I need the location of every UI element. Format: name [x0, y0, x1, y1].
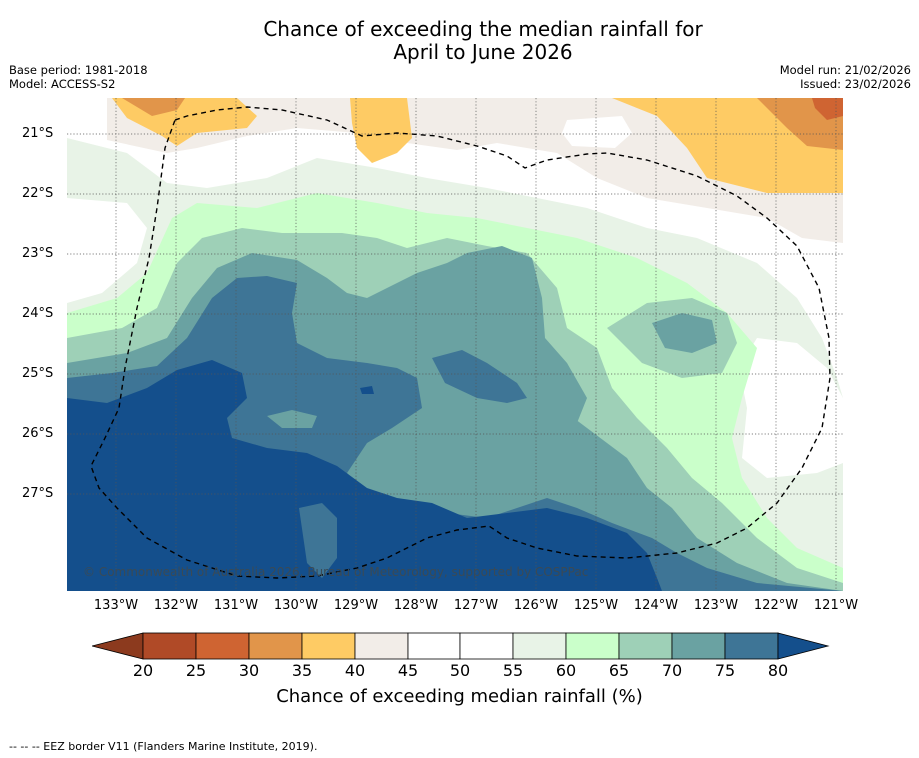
colorbar-bin-65-70	[618, 632, 673, 660]
colorbar-tick-30: 30	[238, 661, 260, 680]
band-70-75-east	[652, 313, 717, 353]
band-70-75-pocket-a	[267, 410, 317, 428]
copyright-notice: © Commonwealth of Australia 2026, Bureau…	[83, 565, 589, 579]
colorbar-bin-40-45	[354, 632, 409, 660]
lon-label-123w: 123°W	[693, 598, 739, 613]
band-over-80-dot	[360, 386, 374, 394]
lon-label-122w: 122°W	[753, 598, 799, 613]
lon-label-125w: 125°W	[573, 598, 619, 613]
lon-label-124w: 124°W	[633, 598, 679, 613]
colorbar-bin-50-55	[459, 632, 514, 660]
title-line-1: Chance of exceeding the median rainfall …	[263, 17, 703, 41]
lon-label-128w: 128°W	[393, 598, 439, 613]
colorbar	[92, 632, 830, 660]
colorbar-bin-25-30	[195, 632, 250, 660]
eez-border	[90, 106, 831, 579]
lon-label-126w: 126°W	[513, 598, 559, 613]
band-25-30-ne	[812, 98, 843, 120]
colorbar-tick-35: 35	[291, 661, 313, 680]
colorbar-bin-45-50	[407, 632, 461, 660]
colorbar-tick-40: 40	[344, 661, 366, 680]
colorbar-tick-20: 20	[132, 661, 154, 680]
colorbar-tick-55: 55	[502, 661, 524, 680]
lon-label-121w: 121°W	[813, 598, 859, 613]
issued-date: Issued: 23/02/2026	[800, 77, 911, 91]
grid	[67, 98, 843, 591]
colorbar-tick-45: 45	[397, 661, 419, 680]
lat-label-23s: 23°S	[22, 246, 54, 261]
colorbar-under-triangle	[92, 632, 144, 660]
band-75-80-finger	[299, 503, 337, 578]
colorbar-tick-65: 65	[608, 661, 630, 680]
band-75-80-pocket	[432, 350, 527, 403]
colorbar-tick-70: 70	[661, 661, 683, 680]
meta-left: Base period: 1981-2018 Model: ACCESS-S2	[9, 63, 148, 91]
lat-label-24s: 24°S	[22, 306, 54, 321]
lon-label-130w: 130°W	[273, 598, 319, 613]
rainfall-map: © Commonwealth of Australia 2026, Bureau…	[67, 98, 843, 591]
lon-label-127w: 127°W	[453, 598, 499, 613]
colorbar-bin-75-80	[724, 632, 779, 660]
meta-right: Model run: 21/02/2026 Issued: 23/02/2026	[780, 63, 911, 91]
title-line-2: April to June 2026	[393, 40, 573, 64]
lat-label-25s: 25°S	[22, 366, 54, 381]
lon-label-132w: 132°W	[153, 598, 199, 613]
colorbar-tick-60: 60	[555, 661, 577, 680]
lat-label-27s: 27°S	[22, 486, 54, 501]
colorbar-bin-55-60	[512, 632, 567, 660]
colorbar-bin-30-35	[248, 632, 303, 660]
chart-title: Chance of exceeding the median rainfall …	[0, 18, 919, 64]
band-45-55-east	[739, 338, 843, 478]
model-name: Model: ACCESS-S2	[9, 77, 116, 91]
colorbar-tick-50: 50	[449, 661, 471, 680]
band-45-55-hole	[562, 116, 632, 148]
map-svg	[67, 98, 843, 591]
colorbar-tick-25: 25	[185, 661, 207, 680]
colorbar-bin-70-75	[671, 632, 726, 660]
colorbar-tick-80: 80	[767, 661, 789, 680]
band-over-80	[67, 360, 662, 591]
lat-label-21s: 21°S	[22, 126, 54, 141]
model-run: Model run: 21/02/2026	[779, 63, 911, 77]
base-period: Base period: 1981-2018	[9, 63, 148, 77]
band-35-40-mid	[350, 98, 412, 163]
band-30-35-nw	[122, 98, 185, 116]
colorbar-label: Chance of exceeding median rainfall (%)	[276, 686, 643, 707]
colorbar-bin-20-25	[142, 632, 197, 660]
eez-legend: -- -- -- EEZ border V11 (Flanders Marine…	[9, 740, 318, 753]
colorbar-over-triangle	[777, 632, 830, 660]
colorbar-bin-60-65	[565, 632, 620, 660]
lon-label-129w: 129°W	[333, 598, 379, 613]
band-45-55-west	[67, 198, 147, 303]
lat-label-22s: 22°S	[22, 186, 54, 201]
lon-label-131w: 131°W	[213, 598, 259, 613]
lon-label-133w: 133°W	[93, 598, 139, 613]
colorbar-tick-75: 75	[714, 661, 736, 680]
lat-label-26s: 26°S	[22, 426, 54, 441]
colorbar-bin-35-40	[301, 632, 356, 660]
